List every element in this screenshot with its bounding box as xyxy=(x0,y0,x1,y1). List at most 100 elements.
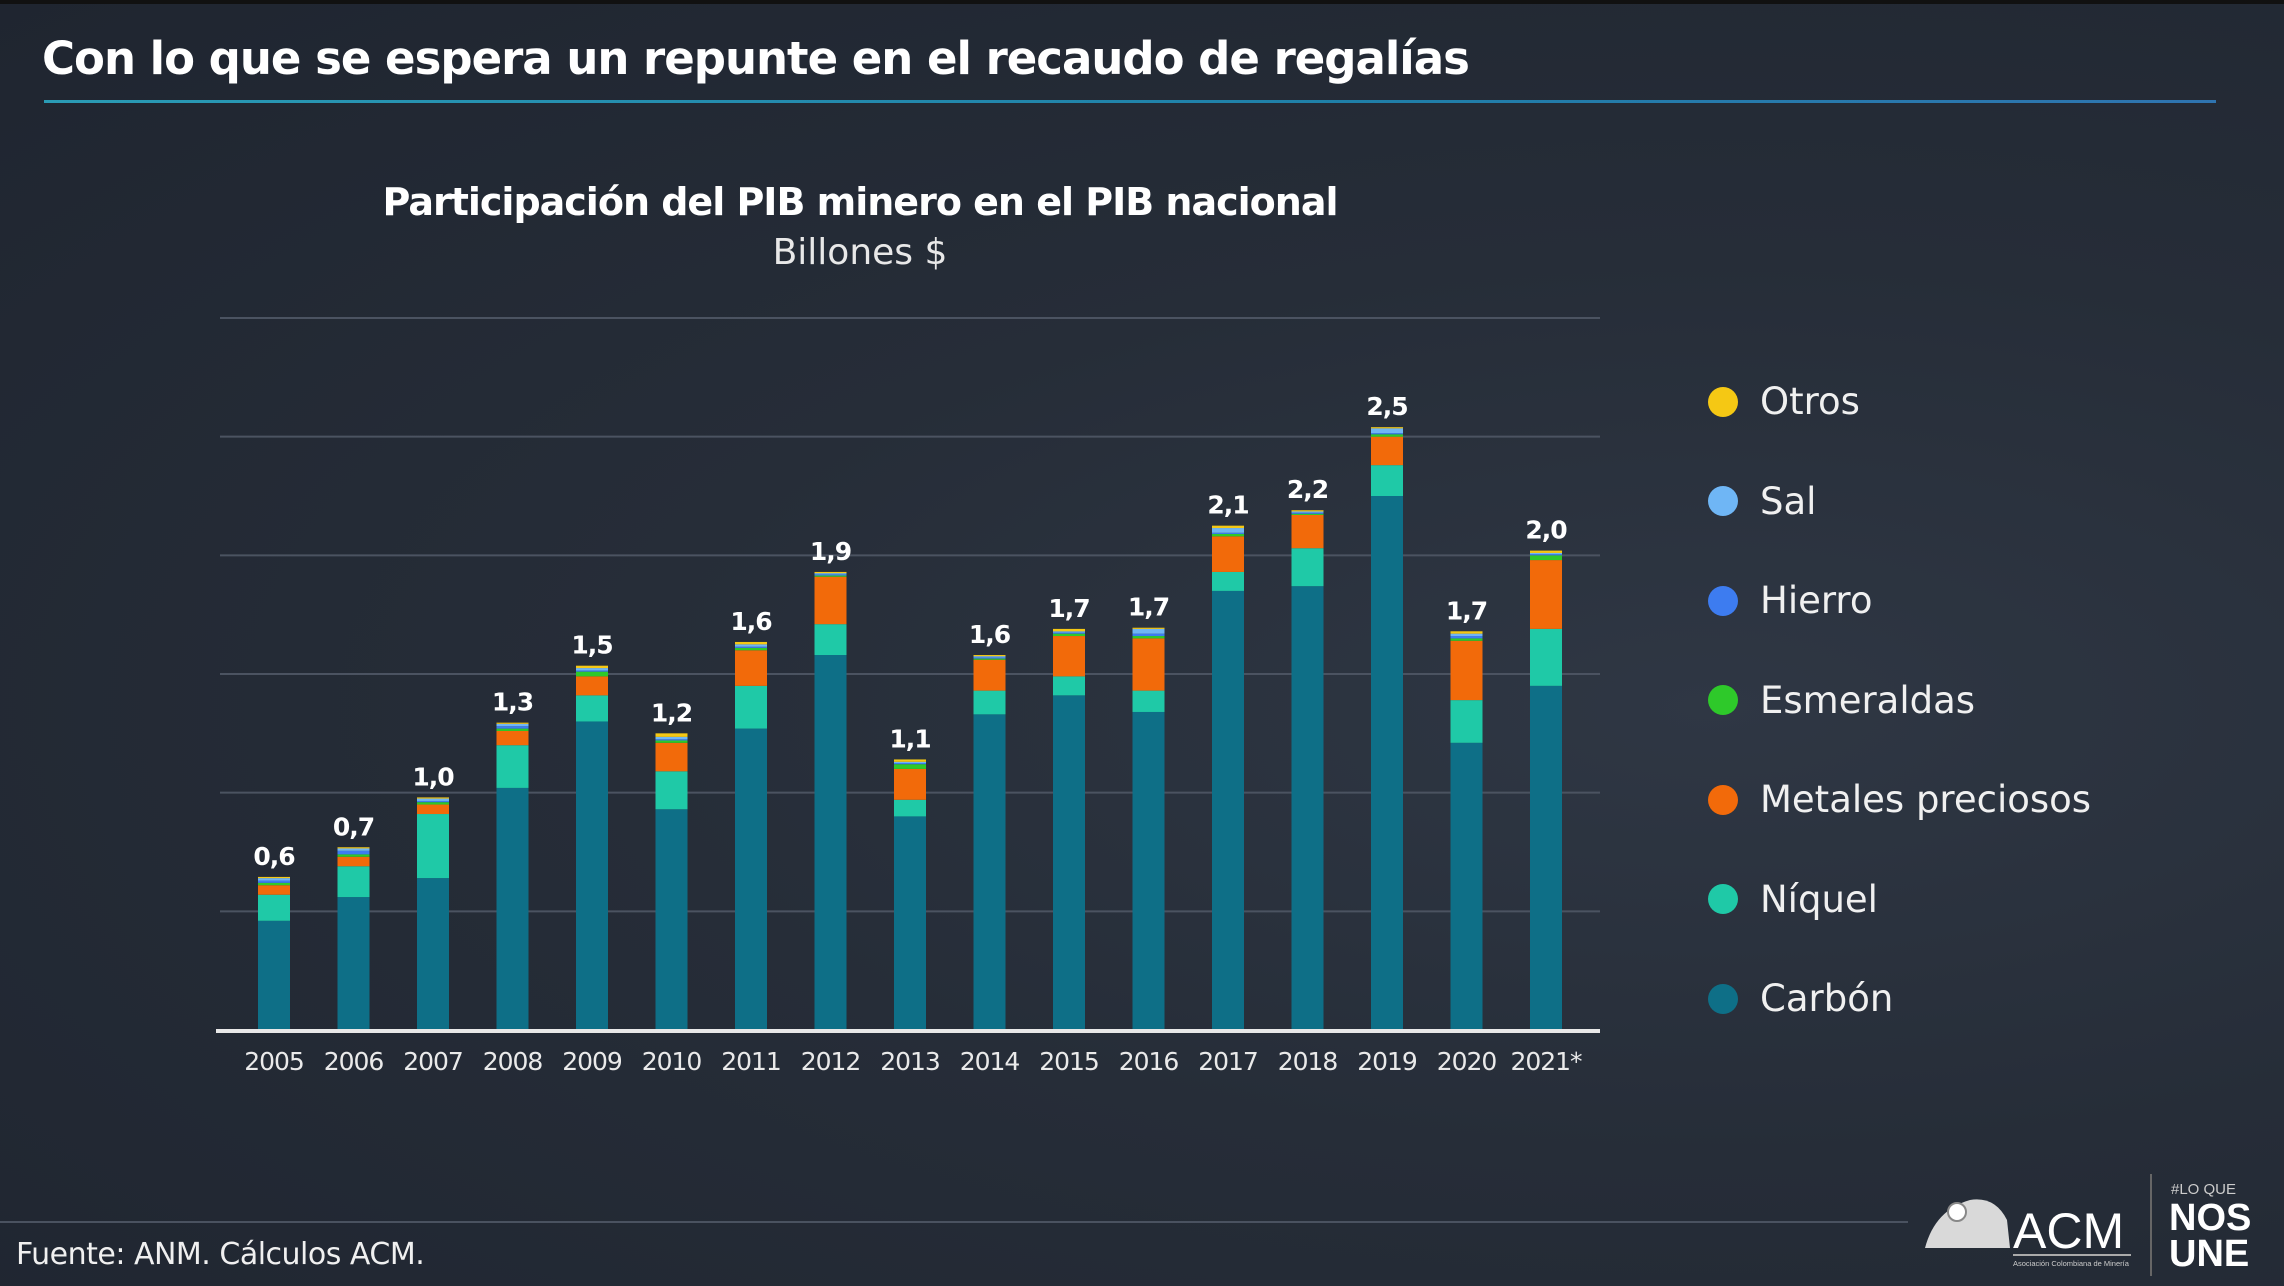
bar-segment-níquel xyxy=(973,690,1006,715)
bar-segment-hierro xyxy=(973,657,1006,659)
bar-segment-carbón xyxy=(1450,742,1483,1030)
bar-segment-carbón xyxy=(973,714,1006,1030)
bar-segment-sal xyxy=(1291,511,1324,513)
legend-dot-icon xyxy=(1708,585,1738,616)
bar-segment-carbón xyxy=(417,878,449,1030)
x-tick-label: 2014 xyxy=(960,1047,1020,1076)
acm-logo-text: ACM xyxy=(2013,1203,2124,1259)
data-label: 1,3 xyxy=(492,688,533,717)
x-tick-label: 2017 xyxy=(1198,1047,1258,1076)
data-label: 2,5 xyxy=(1366,392,1407,421)
bar-segment-metales-preciosos xyxy=(496,730,529,746)
bar-segment-esmeraldas xyxy=(1053,633,1085,637)
chart-title: Participación del PIB minero en el PIB n… xyxy=(382,180,1338,224)
x-tick-label: 2012 xyxy=(801,1047,861,1076)
bar-segment-metales-preciosos xyxy=(337,856,370,867)
bar-segment-níquel xyxy=(814,624,847,656)
x-tick-label: 2019 xyxy=(1357,1047,1417,1076)
bar-segment-níquel xyxy=(655,771,688,810)
bar-segment-esmeraldas xyxy=(655,740,688,743)
bar-segment-sal xyxy=(258,878,290,881)
bar-segment-esmeraldas xyxy=(1371,434,1403,437)
x-tick-label: 2011 xyxy=(721,1047,781,1076)
bar-segment-metales-preciosos xyxy=(894,768,926,800)
bar-segment-esmeraldas xyxy=(337,854,370,857)
bar-segment-carbón xyxy=(1530,685,1562,1030)
bar-segment-hierro xyxy=(576,670,608,672)
bar-segment-metales-preciosos xyxy=(1132,638,1165,691)
bar-segment-esmeraldas xyxy=(496,728,529,731)
bar-segment-sal xyxy=(417,798,449,801)
bar-segment-esmeraldas xyxy=(973,658,1006,660)
bar-segment-sal xyxy=(1212,528,1244,533)
bar-segment-metales-preciosos xyxy=(576,676,608,696)
legend-item: Hierro xyxy=(1708,551,2091,651)
legend-item: Sal xyxy=(1708,452,2091,552)
data-label: 1,7 xyxy=(1446,596,1487,625)
data-label: 2,0 xyxy=(1525,516,1567,545)
bar-segment-otros xyxy=(735,641,767,645)
bar-segment-hierro xyxy=(1450,636,1483,639)
bar-segment-otros xyxy=(1053,628,1085,632)
bar-segment-carbón xyxy=(814,655,847,1030)
bar-segment-otros xyxy=(417,797,449,799)
bar-segment-sal xyxy=(496,723,529,727)
x-tick-label: 2016 xyxy=(1119,1047,1179,1076)
bar-segment-hierro xyxy=(1053,632,1085,634)
legend-item: Níquel xyxy=(1708,850,2091,950)
bar-segment-sal xyxy=(1371,428,1403,434)
bar-segment-sal xyxy=(1530,552,1562,555)
bar-segment-sal xyxy=(655,736,688,740)
bar-segment-metales-preciosos xyxy=(417,804,449,815)
data-label: 0,6 xyxy=(253,842,295,871)
bar-segment-níquel xyxy=(894,799,926,817)
bar-segment-hierro xyxy=(894,763,926,765)
bar-segment-hierro xyxy=(655,739,688,741)
bar-segment-metales-preciosos xyxy=(1450,640,1483,701)
bar-segment-esmeraldas xyxy=(1132,636,1165,639)
bar-segment-sal xyxy=(814,573,847,575)
bar-segment-carbón xyxy=(258,920,290,1030)
bar-segment-hierro xyxy=(1132,633,1165,637)
bar-segment-metales-preciosos xyxy=(1053,636,1085,677)
bar-segment-níquel xyxy=(417,814,449,879)
bar-segment-carbón xyxy=(1132,711,1165,1030)
data-label: 1,7 xyxy=(1048,594,1089,623)
bar-segment-carbón xyxy=(735,728,767,1030)
x-tick-label: 2010 xyxy=(642,1047,702,1076)
data-label: 2,1 xyxy=(1207,491,1248,520)
bar-segment-metales-preciosos xyxy=(655,742,688,772)
chart-subtitle: Billones $ xyxy=(772,232,948,273)
bar-segment-hierro xyxy=(258,880,290,883)
data-label: 1,5 xyxy=(571,631,612,660)
bar-segment-hierro xyxy=(1212,532,1244,534)
bar-segment-hierro xyxy=(1371,433,1403,435)
bar-segment-hierro xyxy=(496,726,529,729)
x-tick-label: 2007 xyxy=(403,1047,463,1076)
data-label: 1,1 xyxy=(889,724,930,753)
bar-segment-otros xyxy=(973,655,1006,657)
bar-segment-metales-preciosos xyxy=(973,659,1006,691)
bar-segment-metales-preciosos xyxy=(814,576,847,625)
legend-label: Carbón xyxy=(1760,977,1894,1021)
x-tick-label: 2021* xyxy=(1510,1047,1582,1076)
bar-segment-esmeraldas xyxy=(1450,638,1483,641)
bar-segment-sal xyxy=(1450,633,1483,637)
bar-segment-carbón xyxy=(496,787,529,1030)
x-tick-label: 2020 xyxy=(1437,1047,1497,1076)
bar-segment-sal xyxy=(1132,628,1165,634)
data-label: 1,6 xyxy=(730,607,772,636)
x-tick-label: 2013 xyxy=(880,1047,940,1076)
data-label: 1,2 xyxy=(651,698,692,727)
bar-segment-otros xyxy=(258,876,290,879)
bar-segment-esmeraldas xyxy=(735,647,767,651)
tag-nos: NOS xyxy=(2169,1197,2251,1239)
bar-segment-carbón xyxy=(894,816,926,1030)
bar-segment-níquel xyxy=(337,866,370,898)
acm-logo-subtext: Asociación Colombiana de Minería xyxy=(2013,1259,2130,1268)
bar-segment-otros xyxy=(496,722,529,724)
bar-segment-metales-preciosos xyxy=(1291,514,1324,549)
bar-segment-esmeraldas xyxy=(258,882,290,886)
source-note: Fuente: ANM. Cálculos ACM. xyxy=(16,1237,425,1272)
chart-legend: Otros Sal Hierro Esmeraldas Metales precioso… xyxy=(1708,352,2091,1049)
